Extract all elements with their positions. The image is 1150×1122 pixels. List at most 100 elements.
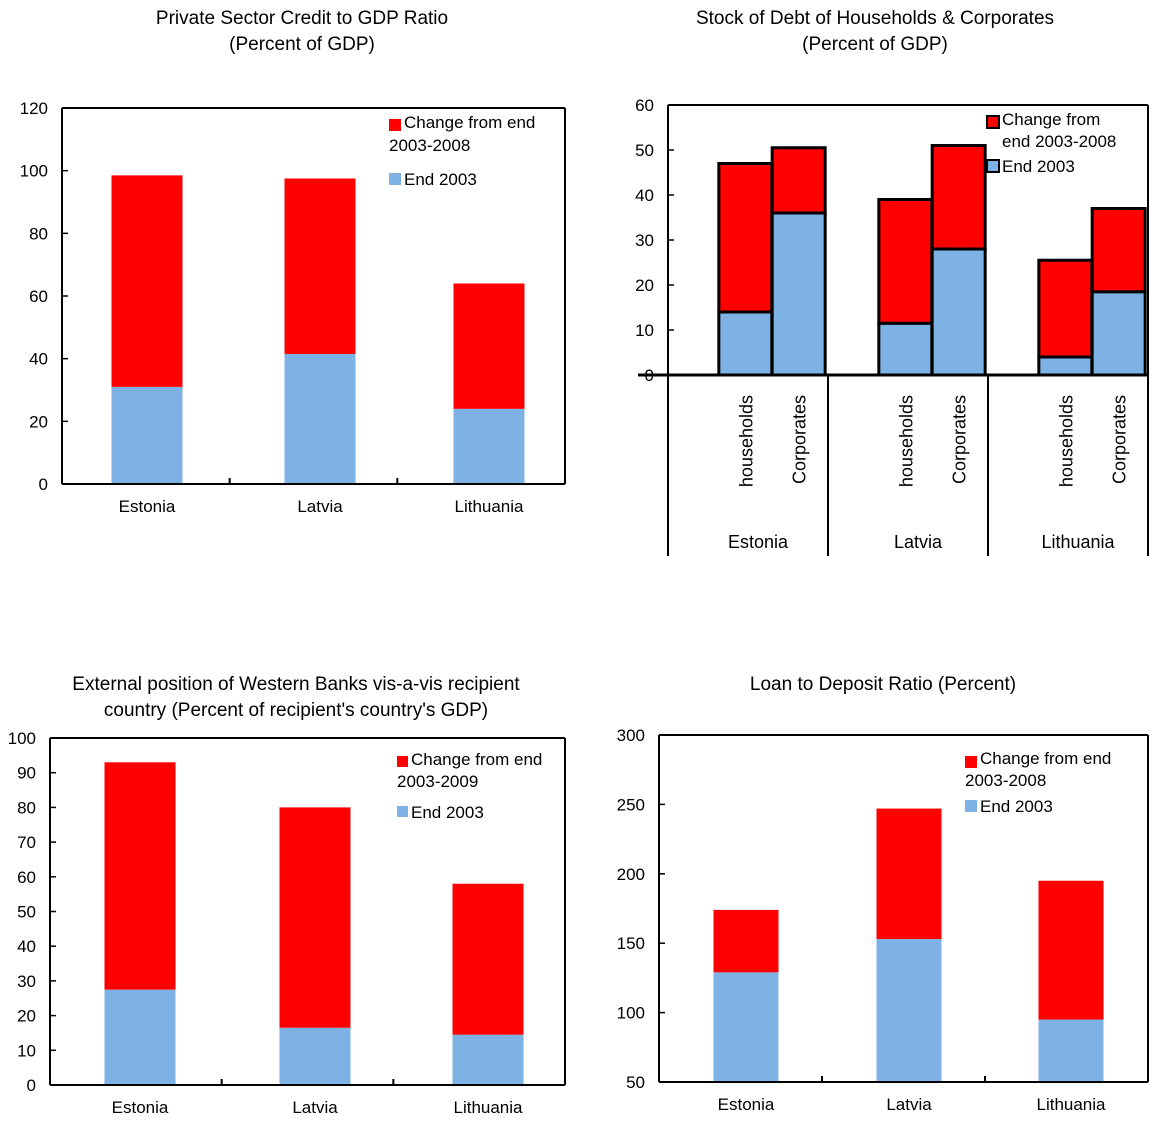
- y-tick-label: 50: [635, 141, 654, 160]
- legend-label-change-2: 2003-2008: [389, 136, 470, 155]
- chart-debt-stock: Stock of Debt of Households & Corporates…: [635, 8, 1149, 556]
- x-group-label: Estonia: [728, 532, 789, 552]
- chart-title: Stock of Debt of Households & Corporates: [696, 8, 1054, 29]
- y-tick-label: 60: [635, 96, 654, 115]
- bar-change: [930, 144, 987, 251]
- legend-swatch-change: [397, 756, 408, 767]
- y-tick-label: 250: [617, 795, 645, 814]
- bar-change: [770, 146, 827, 215]
- chart-subtitle: country (Percent of recipient's country'…: [104, 700, 488, 721]
- y-tick-label: 300: [617, 726, 645, 745]
- x-tick-label: Latvia: [886, 1095, 932, 1114]
- bar-base: [111, 386, 183, 484]
- y-tick-label: 70: [17, 833, 36, 852]
- chart-subtitle: (Percent of GDP): [229, 34, 375, 55]
- chart-loan-deposit: Loan to Deposit Ratio (Percent) Estonia La…: [617, 674, 1149, 1114]
- bar-change: [279, 807, 351, 1028]
- y-tick-label: 20: [29, 412, 48, 431]
- legend-label-change-2: 2003-2009: [397, 772, 478, 791]
- bar-base: [717, 310, 774, 377]
- chart-title: Private Sector Credit to GDP Ratio: [156, 8, 448, 29]
- bar-change: [453, 283, 525, 409]
- x-tick-label: Estonia: [119, 497, 176, 516]
- y-tick-label: 150: [617, 934, 645, 953]
- y-tick-label: 60: [29, 287, 48, 306]
- legend-label-change-1: Change from end: [404, 113, 535, 132]
- legend-swatch-change: [986, 115, 1000, 129]
- legend-label-base: End 2003: [411, 803, 484, 822]
- x-subcategory-label: Corporates: [1110, 395, 1130, 484]
- bar-change: [111, 175, 183, 387]
- x-subcategory-label: households: [1056, 395, 1076, 487]
- y-tick-label: 120: [20, 99, 48, 118]
- legend-swatch-base: [965, 800, 977, 812]
- chart-western-banks: External position of Western Banks vis-a…: [8, 674, 566, 1117]
- y-tick-label: 80: [17, 798, 36, 817]
- y-tick-label: 40: [17, 937, 36, 956]
- chart-subtitle: (Percent of GDP): [802, 34, 948, 55]
- y-tick-label: 200: [617, 865, 645, 884]
- legend-swatch-change: [389, 119, 401, 131]
- bar-change: [104, 762, 176, 990]
- legend-label-base: End 2003: [1002, 157, 1075, 176]
- x-subcategory-label: Corporates: [790, 395, 810, 484]
- legend-label-base: End 2003: [980, 797, 1053, 816]
- bar-change: [1037, 258, 1094, 359]
- bar-change: [284, 178, 356, 354]
- chart-private-credit: Private Sector Credit to GDP Ratio (Perce…: [20, 8, 566, 516]
- bar-change: [1038, 880, 1104, 1020]
- chart-title: External position of Western Banks vis-a…: [72, 674, 520, 695]
- y-tick-label: 10: [635, 321, 654, 340]
- y-tick-label: 50: [626, 1073, 645, 1092]
- x-group-label: Lithuania: [1041, 532, 1115, 552]
- y-tick-label: 100: [20, 162, 48, 181]
- y-tick-label: 90: [17, 764, 36, 783]
- x-tick-label: Estonia: [112, 1098, 169, 1117]
- bar-change: [717, 162, 774, 314]
- legend-label-change-2: 2003-2008: [965, 771, 1046, 790]
- y-tick-label: 40: [635, 186, 654, 205]
- bar-base: [104, 989, 176, 1085]
- y-tick-label: 80: [29, 224, 48, 243]
- bar-base: [930, 247, 987, 377]
- bar-base: [713, 972, 779, 1082]
- x-subcategory-label: Corporates: [950, 395, 970, 484]
- bar-base: [1090, 290, 1147, 377]
- bar-change: [1090, 207, 1147, 294]
- bar-change: [877, 198, 934, 325]
- y-tick-label: 20: [635, 276, 654, 295]
- x-subcategory-label: households: [896, 395, 916, 487]
- bar-base: [877, 321, 934, 377]
- legend-label-change-1: Change from end: [411, 750, 542, 769]
- x-tick-label: Lithuania: [1036, 1095, 1106, 1114]
- bar-base: [452, 1034, 524, 1085]
- bar-base: [770, 211, 827, 377]
- bar-base: [876, 939, 942, 1082]
- legend-label-change-1: Change from: [1002, 110, 1100, 129]
- legend-swatch-base: [397, 806, 408, 817]
- x-subcategory-label: households: [736, 395, 756, 487]
- y-tick-label: 10: [17, 1041, 36, 1060]
- y-tick-label: 60: [17, 868, 36, 887]
- legend-label-base: End 2003: [404, 170, 477, 189]
- x-tick-label: Lithuania: [454, 497, 524, 516]
- y-tick-label: 50: [17, 903, 36, 922]
- x-tick-label: Lithuania: [453, 1098, 523, 1117]
- y-tick-label: 100: [8, 729, 36, 748]
- x-group-label: Latvia: [894, 532, 943, 552]
- y-tick-label: 0: [645, 366, 654, 385]
- bar-base: [1037, 355, 1094, 377]
- y-tick-label: 30: [635, 231, 654, 250]
- bar-change: [876, 808, 942, 940]
- bar-base: [279, 1027, 351, 1085]
- x-tick-label: Latvia: [297, 497, 343, 516]
- y-tick-label: 40: [29, 350, 48, 369]
- legend-swatch-change: [965, 756, 977, 768]
- legend-swatch-base: [389, 173, 401, 185]
- y-tick-label: 100: [617, 1004, 645, 1023]
- bar-change: [713, 909, 779, 973]
- x-tick-label: Latvia: [292, 1098, 338, 1117]
- bar-change: [452, 883, 524, 1035]
- legend-label-change-1: Change from end: [980, 749, 1111, 768]
